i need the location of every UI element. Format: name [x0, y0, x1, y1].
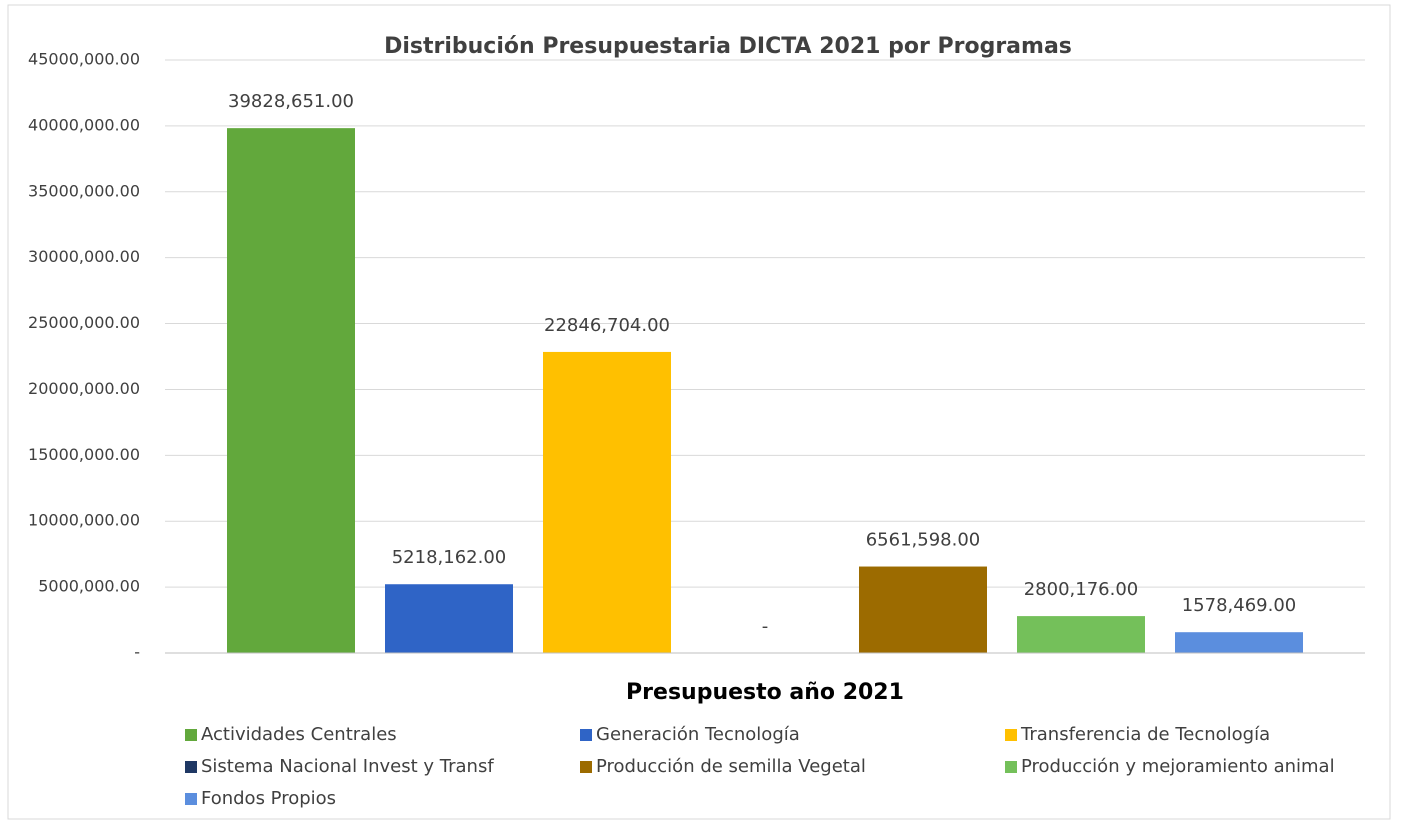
bar [385, 584, 513, 653]
category-label: Presupuesto año 2021 [626, 680, 904, 705]
y-tick-label: 5000,000.00 [38, 577, 140, 596]
y-tick-label: 15000,000.00 [28, 445, 140, 464]
legend-label: Sistema Nacional Invest y Transf [201, 756, 494, 777]
legend-swatch [185, 761, 197, 773]
legend-label: Generación Tecnología [596, 724, 800, 745]
bar [1017, 616, 1145, 653]
data-label: 1578,469.00 [1182, 595, 1297, 616]
legend-label: Producción de semilla Vegetal [596, 756, 866, 777]
bar [227, 128, 355, 654]
y-tick-label: - [134, 643, 140, 662]
data-label: - [762, 616, 769, 637]
legend-swatch [580, 729, 592, 741]
legend-label: Producción y mejoramiento animal [1021, 756, 1335, 777]
bar [543, 351, 671, 653]
legend-swatch [185, 793, 197, 805]
y-tick-label: 10000,000.00 [28, 511, 140, 530]
data-label: 5218,162.00 [392, 547, 507, 568]
y-tick-label: 35000,000.00 [28, 181, 140, 200]
y-tick-label: 20000,000.00 [28, 379, 140, 398]
data-label: 39828,651.00 [228, 91, 354, 112]
data-label: 6561,598.00 [866, 530, 981, 551]
legend-label: Transferencia de Tecnología [1020, 724, 1270, 745]
data-label: 22846,704.00 [544, 315, 670, 336]
y-tick-label: 40000,000.00 [28, 115, 140, 134]
legend-swatch [1005, 761, 1017, 773]
legend-swatch [1005, 729, 1017, 741]
legend-swatch [185, 729, 197, 741]
bar [859, 566, 987, 653]
y-tick-label: 30000,000.00 [28, 247, 140, 266]
data-label: 2800,176.00 [1024, 579, 1139, 600]
bar [1175, 632, 1303, 653]
legend-label: Fondos Propios [201, 788, 336, 809]
legend-swatch [580, 761, 592, 773]
y-tick-label: 25000,000.00 [28, 313, 140, 332]
legend-label: Actividades Centrales [201, 724, 397, 745]
chart-title: Distribución Presupuestaria DICTA 2021 p… [384, 34, 1072, 59]
y-tick-label: 45000,000.00 [28, 50, 140, 69]
